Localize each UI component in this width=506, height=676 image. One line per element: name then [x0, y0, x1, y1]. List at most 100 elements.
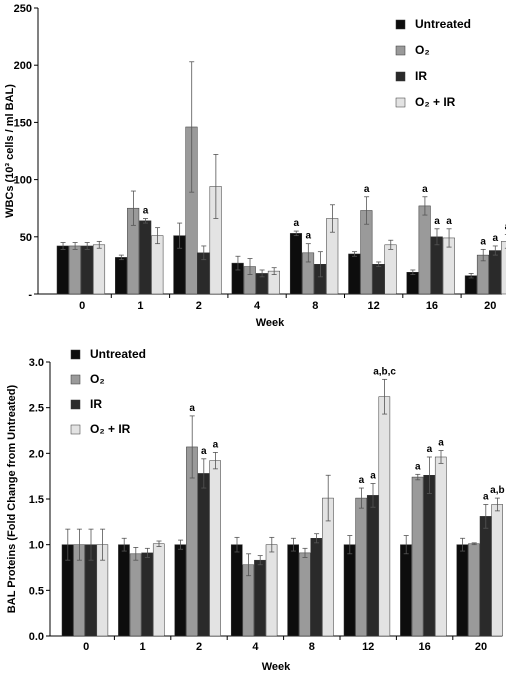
x-axis-title: Week — [262, 661, 291, 673]
bar — [400, 544, 412, 637]
bar — [378, 396, 391, 637]
x-tick-label: 4 — [254, 300, 261, 312]
y-tick-label: 0.5 — [29, 585, 44, 597]
significance-label: a — [370, 470, 376, 481]
bar — [406, 272, 419, 295]
bar — [418, 205, 431, 295]
significance-label: a — [306, 231, 312, 242]
bar — [80, 245, 93, 295]
bar — [489, 250, 502, 295]
legend-swatch — [395, 71, 406, 82]
x-tick-label: 16 — [426, 300, 438, 312]
legend: Untreated O₂ IR O₂ + IR — [70, 347, 146, 436]
y-tick-label: 3.0 — [29, 357, 44, 369]
bar — [118, 544, 130, 637]
bar — [411, 476, 424, 637]
significance-label: a — [480, 236, 486, 247]
legend-label: O₂ — [90, 372, 105, 386]
legend-label: O₂ + IR — [415, 95, 456, 109]
bar — [434, 456, 447, 637]
x-tick-label: 8 — [309, 641, 315, 653]
y-tick-label: 1.0 — [29, 540, 44, 552]
bar — [152, 543, 165, 637]
legend-swatch — [70, 424, 81, 435]
bar — [479, 516, 492, 637]
x-tick-label: 0 — [83, 641, 89, 653]
bar — [197, 473, 210, 637]
legend-label: O₂ + IR — [90, 422, 131, 436]
bar — [254, 559, 266, 637]
bar — [501, 241, 506, 295]
y-tick-label: 2.5 — [29, 403, 44, 415]
x-tick-label: 1 — [140, 641, 146, 653]
x-tick-label: 20 — [475, 641, 487, 653]
y-tick-label: 150 — [14, 117, 32, 129]
legend-swatch — [70, 374, 81, 385]
significance-label: a — [422, 184, 428, 195]
significance-label: a — [189, 403, 195, 414]
x-tick-label: 0 — [79, 300, 85, 312]
bar — [209, 460, 221, 637]
x-tick-label: 1 — [137, 300, 143, 312]
y-tick-label: 0.0 — [29, 631, 44, 643]
y-tick-label: 100 — [14, 175, 32, 187]
bar — [287, 544, 299, 637]
significance-label: a,b — [490, 485, 504, 496]
significance-label: a,b,c — [373, 366, 396, 377]
x-tick-label: 16 — [418, 641, 430, 653]
significance-label: a — [446, 216, 452, 227]
y-tick-label: 200 — [14, 60, 32, 72]
bar — [310, 538, 323, 637]
x-tick-label: 12 — [362, 641, 374, 653]
bar — [384, 244, 397, 295]
bar — [456, 544, 469, 637]
legend-swatch — [395, 19, 406, 30]
significance-label: a — [434, 216, 440, 227]
bar — [372, 264, 385, 295]
significance-label: a — [143, 205, 149, 216]
bar — [129, 553, 142, 637]
significance-label: a — [483, 491, 489, 502]
legend-swatch — [70, 399, 81, 410]
y-axis-title: WBCs (10³ cells / ml BAL) — [4, 84, 16, 218]
y-tick-label: - — [28, 289, 32, 301]
bar — [423, 475, 435, 637]
legend-swatch — [395, 97, 406, 108]
bar — [68, 245, 81, 295]
legend-label: O₂ — [415, 43, 430, 57]
bar — [430, 236, 443, 295]
legend-label: IR — [90, 397, 102, 411]
bar — [348, 253, 361, 295]
y-tick-label: 2.0 — [29, 448, 44, 460]
y-tick-label: 50 — [20, 232, 32, 244]
significance-label: a — [505, 222, 506, 233]
bar — [56, 245, 69, 295]
significance-label: a — [415, 461, 421, 472]
bar — [366, 495, 379, 637]
x-tick-label: 8 — [312, 300, 318, 312]
y-tick-label: 250 — [14, 3, 32, 15]
bar — [298, 552, 311, 637]
significance-label: a — [438, 438, 444, 449]
x-tick-label: 20 — [484, 300, 496, 312]
legend-label: Untreated — [415, 17, 471, 31]
legend: Untreated O₂ IR O₂ + IR — [395, 17, 471, 109]
bar — [289, 233, 303, 295]
significance-label: a — [359, 475, 365, 486]
legend-label: Untreated — [90, 347, 146, 361]
bar — [141, 552, 153, 637]
legend-swatch — [70, 349, 81, 360]
significance-label: a — [427, 444, 433, 455]
bar — [174, 544, 187, 637]
wbc-chart: -5010015020025001248121620aaaaaaaaaaWBCs… — [4, 3, 506, 329]
bar — [265, 544, 278, 637]
significance-label: a — [201, 446, 207, 457]
significance-label: a — [493, 233, 499, 244]
significance-label: a — [213, 439, 219, 450]
y-tick-label: 1.5 — [29, 494, 44, 506]
legend-swatch — [395, 45, 406, 56]
y-axis-title: BAL Proteins (Fold Change from Untreated… — [6, 384, 18, 613]
bar — [355, 497, 367, 637]
